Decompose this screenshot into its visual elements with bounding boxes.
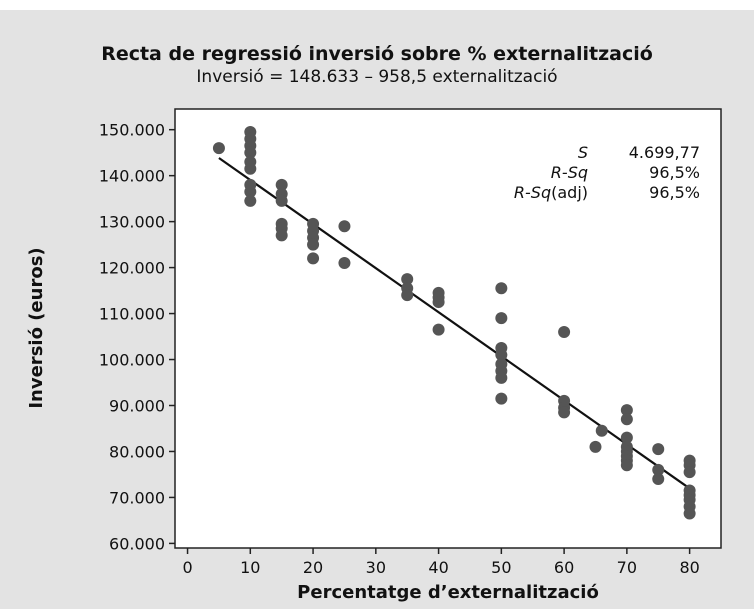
x-tick-label: 70 xyxy=(617,558,637,577)
data-point xyxy=(558,325,571,338)
data-point xyxy=(432,296,445,309)
data-point xyxy=(275,194,288,207)
x-axis: 0 10 20 30 40 50 60 70 80 xyxy=(182,548,700,577)
data-point xyxy=(652,463,665,476)
data-point xyxy=(212,142,225,155)
y-tick-label: 150.000 xyxy=(99,121,165,140)
data-point xyxy=(495,282,508,295)
data-point xyxy=(620,413,633,426)
data-point xyxy=(244,185,257,198)
y-tick-label: 120.000 xyxy=(99,259,165,278)
regression-line xyxy=(218,157,691,490)
x-tick-label: 60 xyxy=(554,558,574,577)
y-tick-label: 100.000 xyxy=(99,351,165,370)
data-point xyxy=(652,443,665,456)
stat-value: 4.699,77 xyxy=(629,143,700,162)
y-tick-label: 90.000 xyxy=(109,396,165,415)
stats-box: S 4.699,77 R-Sq 96,5% R-Sq(adj) 96,5% xyxy=(514,143,700,202)
data-point xyxy=(338,220,351,233)
data-point xyxy=(244,162,257,175)
plot-area xyxy=(174,108,722,549)
x-tick-label: 80 xyxy=(679,558,699,577)
x-tick-label: 10 xyxy=(240,558,260,577)
x-tick-label: 40 xyxy=(428,558,448,577)
y-tick-label: 110.000 xyxy=(99,305,165,324)
data-point xyxy=(652,473,665,486)
x-axis-label: Percentatge d’externalització xyxy=(297,582,599,603)
data-point xyxy=(558,406,571,419)
data-point xyxy=(683,466,696,479)
data-point xyxy=(495,348,508,361)
stat-name: R-Sq(adj) xyxy=(514,183,588,202)
data-point xyxy=(338,256,351,269)
data-point xyxy=(683,507,696,520)
data-point xyxy=(589,440,602,453)
y-tick-label: 70.000 xyxy=(109,488,165,507)
data-point xyxy=(307,252,320,265)
data-point xyxy=(620,459,633,472)
scatter-chart: Recta de regressió inversió sobre % exte… xyxy=(26,43,722,603)
data-point xyxy=(401,273,414,286)
data-point xyxy=(275,229,288,242)
data-point xyxy=(244,194,257,207)
y-tick-label: 80.000 xyxy=(109,442,165,461)
data-point xyxy=(275,178,288,191)
data-point xyxy=(620,404,633,417)
data-point xyxy=(495,371,508,384)
y-tick-label: 60.000 xyxy=(109,534,165,553)
y-axis: 60.000 70.000 80.000 90.000 100.000 110.000 12… xyxy=(99,121,175,553)
data-point xyxy=(432,323,445,336)
stat-value: 96,5% xyxy=(649,183,700,202)
y-tick-label: 130.000 xyxy=(99,213,165,232)
x-tick-label: 0 xyxy=(182,558,192,577)
data-points xyxy=(212,125,696,520)
x-tick-label: 30 xyxy=(366,558,386,577)
data-point xyxy=(595,424,608,437)
data-point xyxy=(495,392,508,405)
y-axis-label: Inversió (euros) xyxy=(26,247,47,408)
data-point xyxy=(620,431,633,444)
chart-subtitle: Inversió = 148.633 – 958,5 externalitzac… xyxy=(196,67,557,87)
chart-frame: Recta de regressió inversió sobre % exte… xyxy=(0,10,754,609)
data-point xyxy=(244,146,257,159)
data-point xyxy=(495,312,508,325)
y-tick-label: 140.000 xyxy=(99,167,165,186)
x-tick-label: 20 xyxy=(303,558,323,577)
x-tick-label: 50 xyxy=(491,558,511,577)
stat-name: S xyxy=(578,143,588,162)
chart-title: Recta de regressió inversió sobre % exte… xyxy=(101,43,653,65)
regression-line-group xyxy=(218,157,691,490)
data-point xyxy=(307,238,320,251)
data-point xyxy=(401,289,414,302)
stat-name: R-Sq xyxy=(551,163,588,182)
stat-value: 96,5% xyxy=(649,163,700,182)
